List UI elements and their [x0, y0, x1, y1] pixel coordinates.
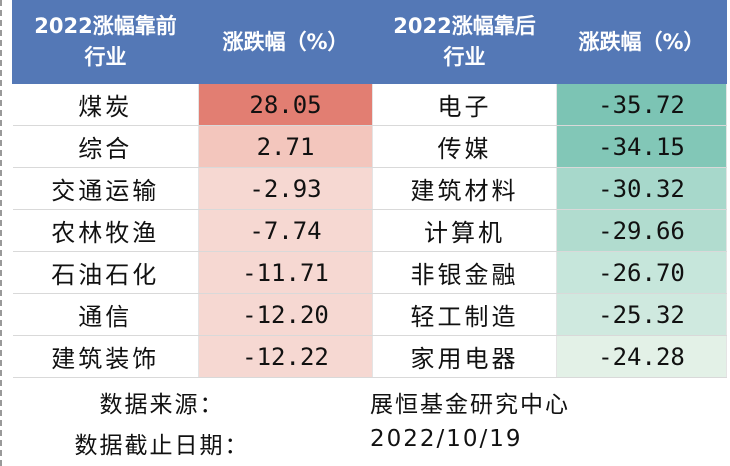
- bottom-change-cell: -34.15: [556, 125, 727, 168]
- top-industry-cell: 煤炭: [12, 83, 199, 126]
- header-bottom-industry-line1: 2022涨幅靠后: [393, 14, 536, 38]
- bottom-industry-cell: 家用电器: [372, 335, 557, 378]
- date-line: 数据截止日期： 2022/10/19: [12, 426, 726, 462]
- top-change-cell: -12.22: [198, 335, 373, 378]
- bottom-industry-cell: 传媒: [372, 125, 557, 168]
- bottom-change-cell: -24.28: [556, 335, 727, 378]
- table-row: 石油石化 -11.71 非银金融 -26.70: [12, 251, 727, 294]
- left-dashed-rule: [0, 0, 2, 466]
- bottom-industry-cell: 轻工制造: [372, 293, 557, 336]
- table-row: 通信 -12.20 轻工制造 -25.32: [12, 293, 727, 336]
- header-bottom-industry-line2: 行业: [443, 45, 486, 69]
- source-line: 数据来源： 展恒基金研究中心: [12, 385, 726, 421]
- table-row: 农林牧渔 -7.74 计算机 -29.66: [12, 209, 727, 252]
- bottom-change-cell: -30.32: [556, 167, 727, 210]
- top-industry-cell: 综合: [12, 125, 199, 168]
- table-row: 综合 2.71 传媒 -34.15: [12, 125, 727, 168]
- top-change-cell: -7.74: [198, 209, 373, 252]
- table-row: 交通运输 -2.93 建筑材料 -30.32: [12, 167, 727, 210]
- top-industry-cell: 通信: [12, 293, 199, 336]
- bottom-change-cell: -35.72: [556, 83, 727, 126]
- table-row: 建筑装饰 -12.22 家用电器 -24.28: [12, 335, 727, 378]
- bottom-change-cell: -29.66: [556, 209, 727, 252]
- header-bottom-change: 涨跌幅（%）: [556, 0, 727, 84]
- header-top-industry-line1: 2022涨幅靠前: [34, 14, 177, 38]
- top-change-cell: 28.05: [198, 83, 373, 126]
- industry-performance-table: 2022涨幅靠前 行业 涨跌幅（%） 2022涨幅靠后 行业 涨跌幅（%） 煤炭…: [12, 0, 727, 378]
- top-change-cell: -12.20: [198, 293, 373, 336]
- date-label: 数据截止日期：: [74, 433, 250, 459]
- header-top-industry: 2022涨幅靠前 行业: [12, 0, 199, 84]
- table-header-row: 2022涨幅靠前 行业 涨跌幅（%） 2022涨幅靠后 行业 涨跌幅（%）: [12, 0, 727, 84]
- header-bottom-industry: 2022涨幅靠后 行业: [372, 0, 557, 84]
- top-change-cell: 2.71: [198, 125, 373, 168]
- date-value: 2022/10/19: [370, 426, 523, 452]
- bottom-change-cell: -25.32: [556, 293, 727, 336]
- source-label: 数据来源：: [99, 392, 225, 418]
- header-top-change: 涨跌幅（%）: [198, 0, 373, 84]
- top-industry-cell: 建筑装饰: [12, 335, 199, 378]
- top-change-cell: -11.71: [198, 251, 373, 294]
- header-top-industry-line2: 行业: [84, 45, 127, 69]
- bottom-change-cell: -26.70: [556, 251, 727, 294]
- bottom-industry-cell: 电子: [372, 83, 557, 126]
- bottom-industry-cell: 非银金融: [372, 251, 557, 294]
- top-industry-cell: 交通运输: [12, 167, 199, 210]
- bottom-industry-cell: 计算机: [372, 209, 557, 252]
- bottom-industry-cell: 建筑材料: [372, 167, 557, 210]
- top-industry-cell: 石油石化: [12, 251, 199, 294]
- table-row: 煤炭 28.05 电子 -35.72: [12, 83, 727, 126]
- top-industry-cell: 农林牧渔: [12, 209, 199, 252]
- source-value: 展恒基金研究中心: [370, 392, 570, 418]
- top-change-cell: -2.93: [198, 167, 373, 210]
